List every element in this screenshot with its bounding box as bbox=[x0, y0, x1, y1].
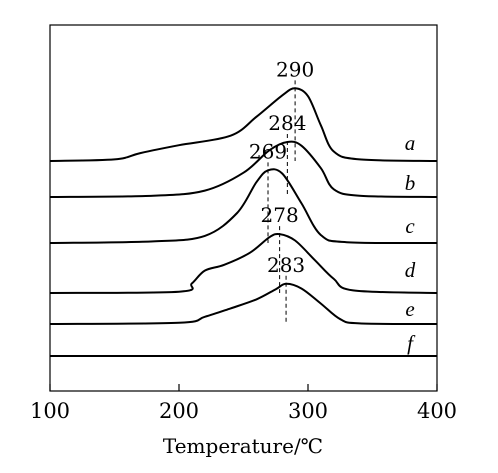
curve-label-d: d bbox=[405, 258, 416, 282]
peak-label-e: 283 bbox=[267, 253, 305, 277]
x-tick-label: 400 bbox=[417, 399, 457, 423]
curve-d bbox=[49, 232, 438, 294]
curve-c bbox=[49, 168, 438, 245]
curve-label-c: c bbox=[405, 214, 415, 238]
peak-label-d: 278 bbox=[261, 203, 299, 227]
x-axis-title: Temperature/℃ bbox=[163, 434, 323, 458]
curve-label-f: f bbox=[407, 331, 416, 355]
x-tick-label: 300 bbox=[288, 399, 328, 423]
x-tick-label: 200 bbox=[159, 399, 199, 423]
curve-label-a: a bbox=[405, 131, 416, 155]
curve-label-b: b bbox=[405, 171, 416, 195]
plot-frame bbox=[49, 24, 438, 392]
x-tick-label: 100 bbox=[30, 399, 70, 423]
x-ticks bbox=[49, 384, 438, 391]
peak-label-c: 269 bbox=[249, 139, 287, 163]
curve-b bbox=[49, 140, 438, 198]
curve-a bbox=[49, 87, 438, 162]
x-tick-labels: 100 200 300 400 bbox=[30, 399, 457, 423]
curves bbox=[49, 87, 438, 358]
peak-label-b: 284 bbox=[268, 111, 306, 135]
curve-e bbox=[49, 282, 438, 325]
peak-markers bbox=[267, 80, 296, 324]
curve-label-e: e bbox=[405, 297, 414, 321]
peak-label-a: 290 bbox=[276, 57, 314, 81]
peak-labels: 290 284 269 278 283 bbox=[249, 57, 314, 276]
